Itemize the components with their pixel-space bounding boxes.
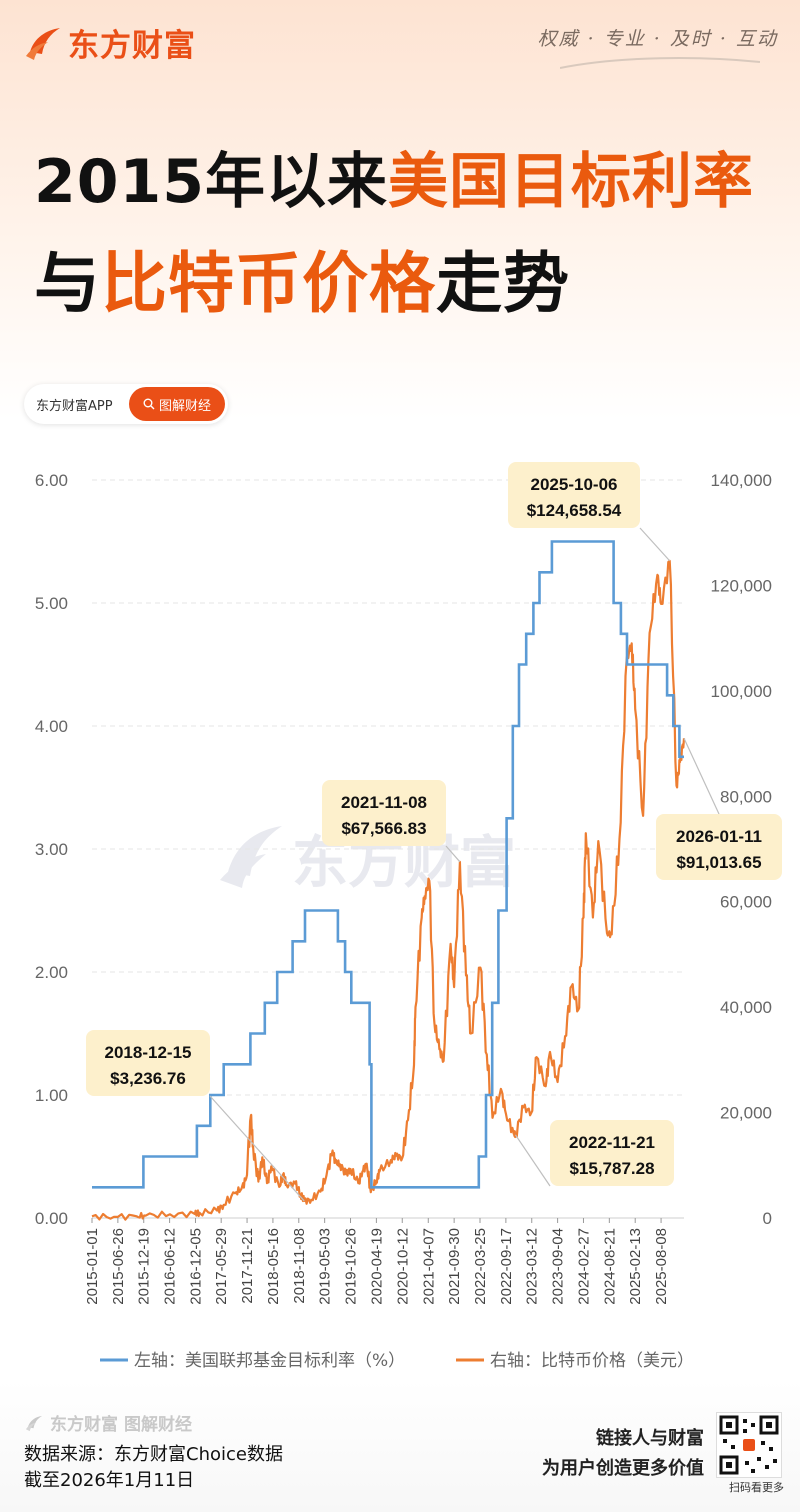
callout-date: 2018-12-15 <box>105 1043 192 1062</box>
footer-brand: 东方财富 图解财经 <box>24 1410 192 1435</box>
left-axis-tick: 4.00 <box>35 717 68 736</box>
left-axis-tick: 2.00 <box>35 963 68 982</box>
data-source: 数据来源：东方财富Choice数据 <box>24 1444 283 1465</box>
callout-date: 2026-01-11 <box>676 827 762 846</box>
callout-value: $124,658.54 <box>527 501 622 520</box>
callout-date: 2021-11-08 <box>341 793 427 812</box>
page-title-line1: 2015年以来美国目标利率 <box>34 133 754 220</box>
title-text: 走势 <box>436 245 570 322</box>
callout-date: 2022-11-21 <box>569 1133 655 1152</box>
x-axis-tick: 2021-04-07 <box>420 1228 437 1305</box>
left-axis-tick: 1.00 <box>35 1086 68 1105</box>
callout: 2021-11-08 $67,566.83 <box>322 780 461 863</box>
callout-value: $15,787.28 <box>569 1159 654 1178</box>
right-axis-tick: 120,000 <box>711 576 772 595</box>
right-axis-tick: 20,000 <box>720 1104 772 1123</box>
right-axis-tick: 100,000 <box>711 682 772 701</box>
x-axis-tick: 2020-04-19 <box>368 1228 385 1305</box>
x-axis-tick: 2024-02-27 <box>575 1228 592 1305</box>
callout: 2025-10-06 $124,658.54 <box>508 462 671 562</box>
callout-value: $67,566.83 <box>341 819 426 838</box>
left-axis-tick: 0.00 <box>35 1209 68 1228</box>
x-axis-tick: 2020-10-12 <box>394 1228 411 1305</box>
x-axis-tick: 2015-12-19 <box>136 1228 153 1305</box>
fed-rate-line <box>92 540 684 1189</box>
callout-date: 2025-10-06 <box>531 475 618 494</box>
x-axis-tick: 2016-12-05 <box>187 1228 204 1305</box>
title-text: 与 <box>34 245 101 322</box>
callout-box <box>550 1120 674 1186</box>
app-name-label: 东方财富APP <box>36 398 113 414</box>
app-pill: 东方财富APP 图解财经 <box>24 384 228 424</box>
x-axis-tick: 2017-11-21 <box>239 1228 256 1304</box>
tujie-button-label: 图解财经 <box>158 398 211 414</box>
right-axis-tick: 60,000 <box>720 893 772 912</box>
x-axis-tick: 2019-05-03 <box>317 1228 334 1305</box>
x-axis-tick: 2016-06-12 <box>162 1228 179 1305</box>
brand-logo: 东方财富 <box>22 20 196 65</box>
footer-brand-name: 东方财富 <box>50 1415 118 1435</box>
x-axis-tick: 2025-08-08 <box>653 1228 670 1305</box>
x-axis-tick: 2019-10-26 <box>343 1228 360 1305</box>
search-icon <box>143 398 155 410</box>
x-axis-tick: 2025-02-13 <box>627 1228 644 1305</box>
x-axis-tick: 2015-01-01 <box>84 1228 101 1305</box>
callout-box <box>656 814 782 880</box>
brand-slogan: 权威 · 专业 · 及时 · 互动 <box>537 28 778 50</box>
callout-leader <box>639 527 671 562</box>
x-axis-tick: 2022-03-25 <box>472 1228 489 1305</box>
qr-label: 扫码看更多 <box>729 1481 784 1494</box>
callout-leader <box>683 737 720 815</box>
title-text: 2015年以来 <box>34 147 388 217</box>
right-axis-tick: 80,000 <box>720 787 772 806</box>
x-axis-tick: 2022-09-17 <box>498 1228 515 1305</box>
callout-box <box>508 462 640 528</box>
data-cutoff: 截至2026年1月11日 <box>24 1470 195 1491</box>
callout-box <box>86 1030 210 1096</box>
legend-label-rate: 左轴：美国联邦基金目标利率（%） <box>134 1351 405 1371</box>
x-axis-tick: 2023-03-12 <box>524 1228 541 1305</box>
callout: 2018-12-15 $3,236.76 <box>86 1030 305 1202</box>
tagline-line1: 链接人与财富 <box>596 1428 704 1449</box>
source-note: 数据来源：东方财富Choice数据 截至2026年1月11日 <box>24 1442 283 1494</box>
qr-code[interactable] <box>716 1412 782 1478</box>
slogan-swoosh-decoration <box>560 57 760 69</box>
right-axis-tick: 140,000 <box>711 471 772 490</box>
x-axis-tick: 2021-09-30 <box>446 1228 463 1305</box>
footer-brand-sub: 图解财经 <box>124 1415 192 1435</box>
brand-name: 东方财富 <box>68 28 196 64</box>
right-axis-tick: 40,000 <box>720 998 772 1017</box>
callout: 2026-01-11 $91,013.65 <box>656 737 782 880</box>
callout-value: $91,013.65 <box>676 853 761 872</box>
callout-leader <box>445 845 461 863</box>
tagline-line2: 为用户创造更多价值 <box>542 1458 704 1479</box>
rate-btc-chart: 东方财富 0.001.002.003.004.005.006.00 020,00… <box>35 462 782 1371</box>
x-axis-tick: 2015-06-26 <box>110 1228 127 1305</box>
left-axis-tick: 5.00 <box>35 594 68 613</box>
callout-value: $3,236.76 <box>110 1069 186 1088</box>
tujie-button[interactable]: 图解财经 <box>129 387 225 421</box>
left-axis-tick: 6.00 <box>35 471 68 490</box>
title-highlight: 比特币价格 <box>101 245 436 322</box>
right-axis-tick: 0 <box>763 1209 772 1228</box>
page-title-line2: 与比特币价格走势 <box>34 230 570 326</box>
x-axis-tick: 2023-09-04 <box>550 1228 567 1305</box>
flame-logo-icon <box>26 27 60 60</box>
btc-price-line <box>91 559 686 1221</box>
callout: 2022-11-21 $15,787.28 <box>514 1120 674 1187</box>
x-axis-tick: 2024-08-21 <box>601 1228 618 1305</box>
tagline: 链接人与财富 为用户创造更多价值 <box>542 1424 704 1484</box>
x-axis-tick: 2017-05-29 <box>213 1228 230 1305</box>
callout-leader <box>514 1134 551 1187</box>
legend-label-btc: 右轴：比特币价格（美元） <box>490 1351 694 1371</box>
flame-logo-icon <box>25 1415 43 1431</box>
x-axis-tick: 2018-05-16 <box>265 1228 282 1305</box>
x-axis-tick: 2018-11-08 <box>291 1228 308 1304</box>
callout-leader <box>209 1095 305 1202</box>
callout-box <box>322 780 446 846</box>
title-highlight: 美国目标利率 <box>388 147 754 217</box>
left-axis-tick: 3.00 <box>35 840 68 859</box>
